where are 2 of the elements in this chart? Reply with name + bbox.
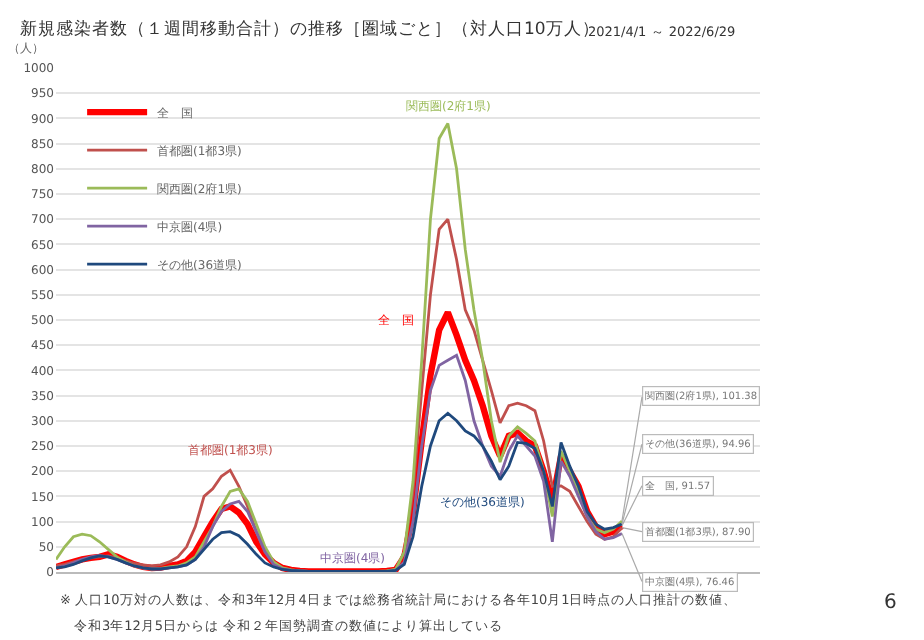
line-series: [56, 411, 624, 572]
text: 6: [884, 592, 897, 614]
